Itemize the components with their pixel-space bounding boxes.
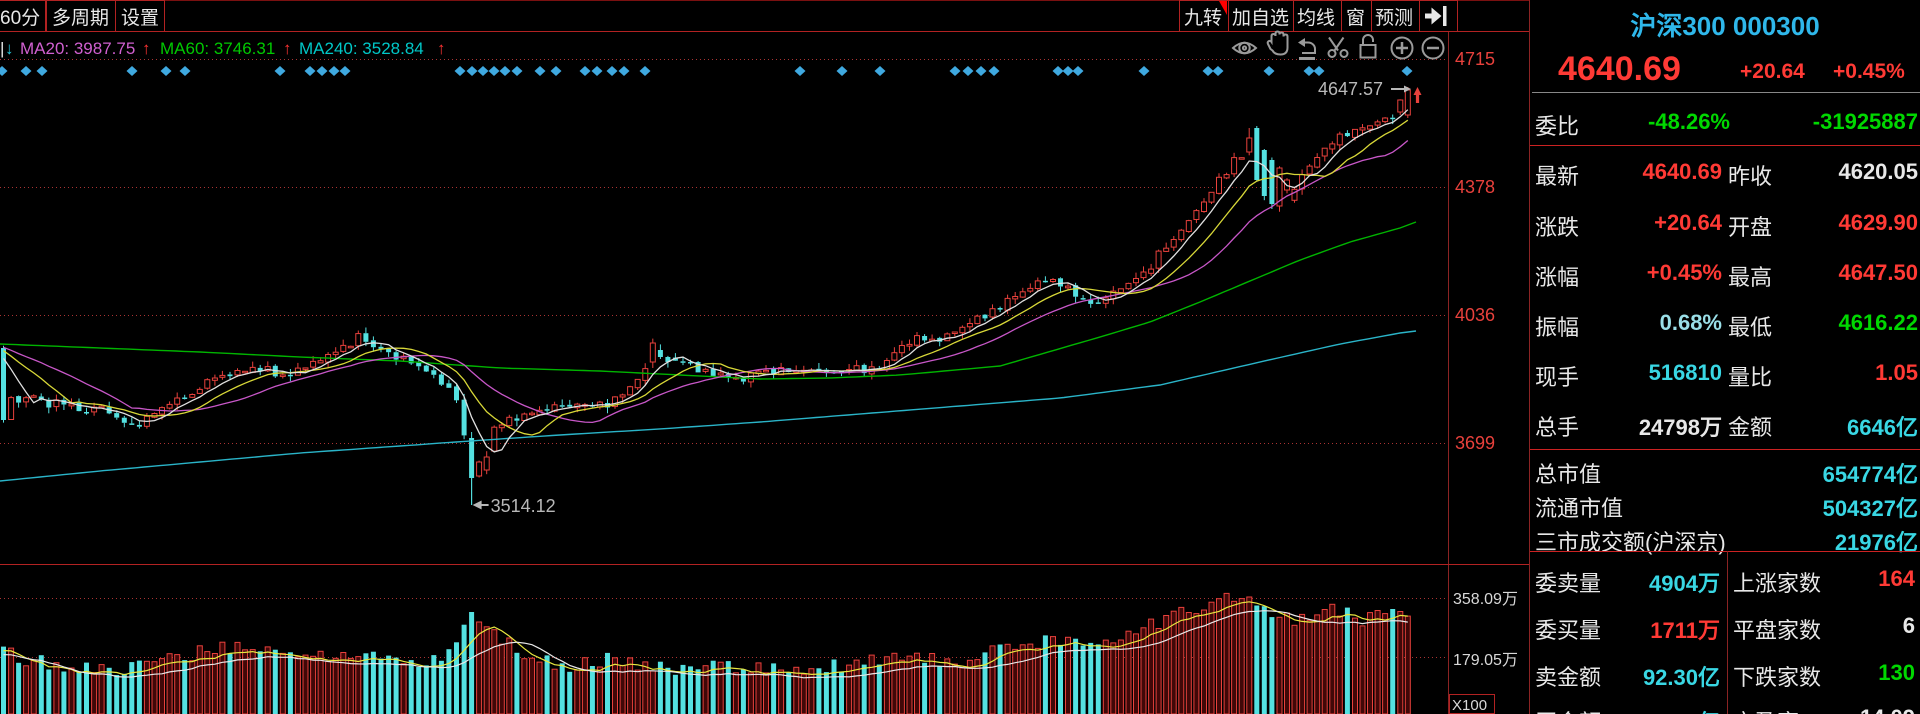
svg-text:↑: ↑	[437, 39, 446, 58]
svg-text:MA20: 3987.75: MA20: 3987.75	[20, 39, 135, 58]
svg-text:MA240: 3528.84: MA240: 3528.84	[299, 39, 424, 58]
svg-text:↓: ↓	[5, 39, 14, 58]
svg-text:加自选: 加自选	[1232, 7, 1289, 29]
svg-text:↑: ↑	[283, 39, 292, 58]
svg-text:窗: 窗	[1346, 7, 1365, 29]
svg-text:均线: 均线	[1297, 7, 1335, 29]
svg-text:预测: 预测	[1375, 7, 1413, 29]
svg-text:179.05万: 179.05万	[1453, 652, 1518, 669]
svg-text:4378: 4378	[1455, 177, 1495, 197]
svg-text:4715: 4715	[1455, 49, 1495, 69]
svg-text:X100: X100	[1452, 697, 1487, 714]
svg-text:设置: 设置	[121, 7, 159, 29]
svg-text:↑: ↑	[142, 39, 151, 58]
svg-text:4036: 4036	[1455, 305, 1495, 325]
svg-text:九转: 九转	[1184, 7, 1222, 29]
svg-text:60分: 60分	[0, 7, 40, 29]
svg-text:多周期: 多周期	[52, 7, 109, 29]
svg-text:3514.12: 3514.12	[491, 496, 556, 516]
svg-text:3699: 3699	[1455, 433, 1495, 453]
svg-text:MA60: 3746.31: MA60: 3746.31	[160, 39, 275, 58]
svg-text:4647.57: 4647.57	[1318, 79, 1383, 99]
svg-text:|: |	[0, 39, 4, 58]
svg-text:358.09万: 358.09万	[1453, 591, 1518, 608]
